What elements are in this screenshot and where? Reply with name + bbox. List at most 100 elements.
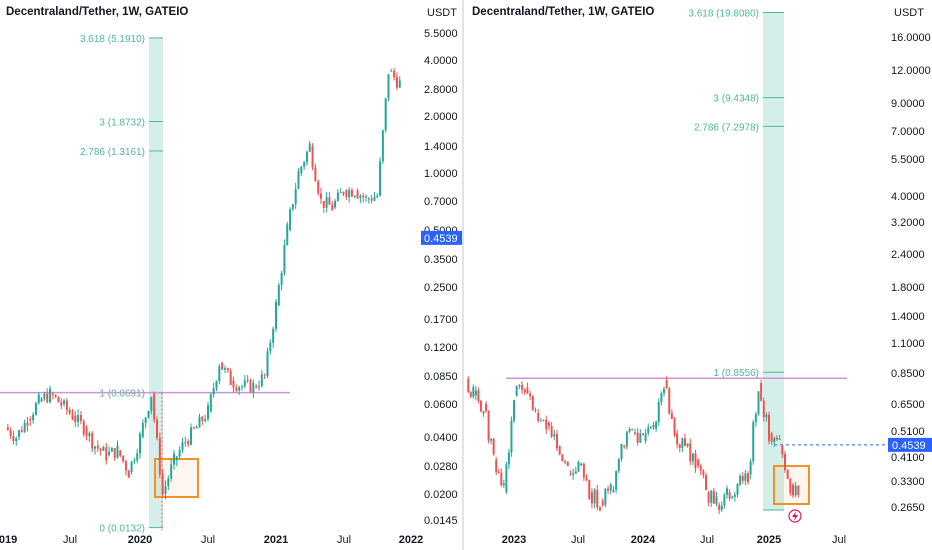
candle-body xyxy=(582,463,585,478)
candle-body xyxy=(57,396,60,403)
candle-body xyxy=(390,70,393,72)
fib-level-label: 3 (9.4348) xyxy=(713,94,759,105)
price-axis-tick: 1.4000 xyxy=(891,311,925,323)
candle-body xyxy=(350,190,353,197)
candle-body xyxy=(707,492,710,503)
price-axis-tick: 0.0600 xyxy=(424,399,458,411)
price-axis-tick: 3.2000 xyxy=(891,217,925,229)
price-axis-tick: 9.0000 xyxy=(891,98,925,110)
candle-body xyxy=(631,428,634,430)
candle-body xyxy=(728,492,731,499)
panel-divider[interactable] xyxy=(462,0,464,550)
candle-body xyxy=(260,374,263,387)
candle-body xyxy=(741,476,744,481)
candle-body xyxy=(770,433,773,443)
left-chart-canvas[interactable]: 3.618 (5.1910) 3 (1.8732) 2.786 (1.3161) 1 … xyxy=(0,0,462,550)
candle-body xyxy=(218,366,221,382)
candle-body xyxy=(566,461,569,467)
candle-body xyxy=(133,460,136,462)
time-axis-tick: 2019 xyxy=(0,534,17,546)
candle-body xyxy=(797,485,800,495)
candle-body xyxy=(246,379,249,381)
candle-body xyxy=(362,195,365,198)
candle-body xyxy=(201,416,204,421)
fib-zone-right xyxy=(763,12,784,511)
candle-body xyxy=(784,454,786,470)
candle-body xyxy=(607,488,610,491)
candle-body xyxy=(694,453,697,469)
candle-body xyxy=(515,386,518,396)
current-price-value: 0.4539 xyxy=(424,233,458,245)
candle-body xyxy=(110,447,113,452)
candle-body xyxy=(6,427,9,430)
price-axis-tick: 0.0850 xyxy=(424,371,458,383)
price-axis-tick: 2.8000 xyxy=(424,84,458,96)
candle-body xyxy=(599,507,601,511)
candle-body xyxy=(678,444,681,449)
candle-body xyxy=(266,351,269,376)
candle-body xyxy=(657,401,660,422)
candle-body xyxy=(336,192,339,201)
price-axis-tick: 1.4000 xyxy=(424,141,458,153)
candle-body xyxy=(697,459,700,466)
right-chart-canvas[interactable]: 3.618 (19.8080) 3 (9.4348) 2.786 (7.2978) 1… xyxy=(464,0,932,550)
candle-body xyxy=(585,477,588,480)
candle-body xyxy=(596,489,599,508)
candle-body xyxy=(136,453,139,461)
price-axis-tick: 5.5000 xyxy=(424,28,458,40)
candle-body xyxy=(639,433,642,443)
candle-body xyxy=(204,419,207,421)
fib-level-label: 1 (0.8556) xyxy=(713,368,759,379)
candle-body xyxy=(85,427,88,437)
price-axis-tick: 5.5000 xyxy=(891,154,925,166)
time-axis-tick: Jul xyxy=(700,534,714,546)
candle-body xyxy=(51,393,54,395)
candle-body xyxy=(469,392,472,397)
candle-body xyxy=(105,447,108,461)
candle-body xyxy=(122,455,125,462)
time-axis-tick: 2020 xyxy=(128,534,152,546)
candle-body xyxy=(190,427,192,445)
candle-body xyxy=(726,488,728,495)
candle-body xyxy=(556,434,558,449)
candle-body xyxy=(226,368,229,371)
candle-body xyxy=(300,166,303,173)
price-axis-tick: 0.2500 xyxy=(424,282,458,294)
candle-body xyxy=(542,419,545,421)
lightning-icon[interactable] xyxy=(788,509,802,523)
candle-body xyxy=(681,438,684,449)
candle-body xyxy=(130,461,133,473)
candle-body xyxy=(521,385,524,390)
candle-body xyxy=(510,420,513,453)
price-axis-tick: 0.6500 xyxy=(891,399,925,411)
candle-body xyxy=(615,471,618,490)
candle-body xyxy=(77,414,80,423)
candle-body xyxy=(243,380,246,387)
price-axis-tick: 0.1200 xyxy=(424,342,458,354)
price-axis-tick: 4.0000 xyxy=(891,191,925,203)
candle-body xyxy=(88,433,91,437)
fib-level-label: 3.618 (19.8080) xyxy=(688,9,759,20)
candle-body xyxy=(144,417,147,424)
candle-body xyxy=(294,188,297,205)
candle-body xyxy=(577,461,580,472)
candle-body xyxy=(322,201,325,208)
candle-body xyxy=(263,374,266,376)
left-chart-panel[interactable]: 3.618 (5.1910) 3 (1.8732) 2.786 (1.3161) 1 … xyxy=(0,0,462,550)
candle-body xyxy=(580,463,583,466)
candle-body xyxy=(628,428,631,432)
candle-body xyxy=(686,443,689,446)
candle-body xyxy=(272,328,275,343)
right-chart-panel[interactable]: 3.618 (19.8080) 3 (9.4348) 2.786 (7.2978) 1… xyxy=(464,0,932,550)
candle-body xyxy=(43,393,46,399)
candle-body xyxy=(569,474,572,476)
candle-body xyxy=(574,471,577,474)
candle-body xyxy=(277,284,280,306)
candle-body xyxy=(670,413,673,420)
candle-body xyxy=(490,439,493,441)
candle-body xyxy=(150,396,153,411)
candle-body xyxy=(620,443,623,459)
price-axis-tick: 0.0200 xyxy=(424,489,458,501)
candle-body xyxy=(794,485,797,496)
candle-body xyxy=(348,190,351,198)
